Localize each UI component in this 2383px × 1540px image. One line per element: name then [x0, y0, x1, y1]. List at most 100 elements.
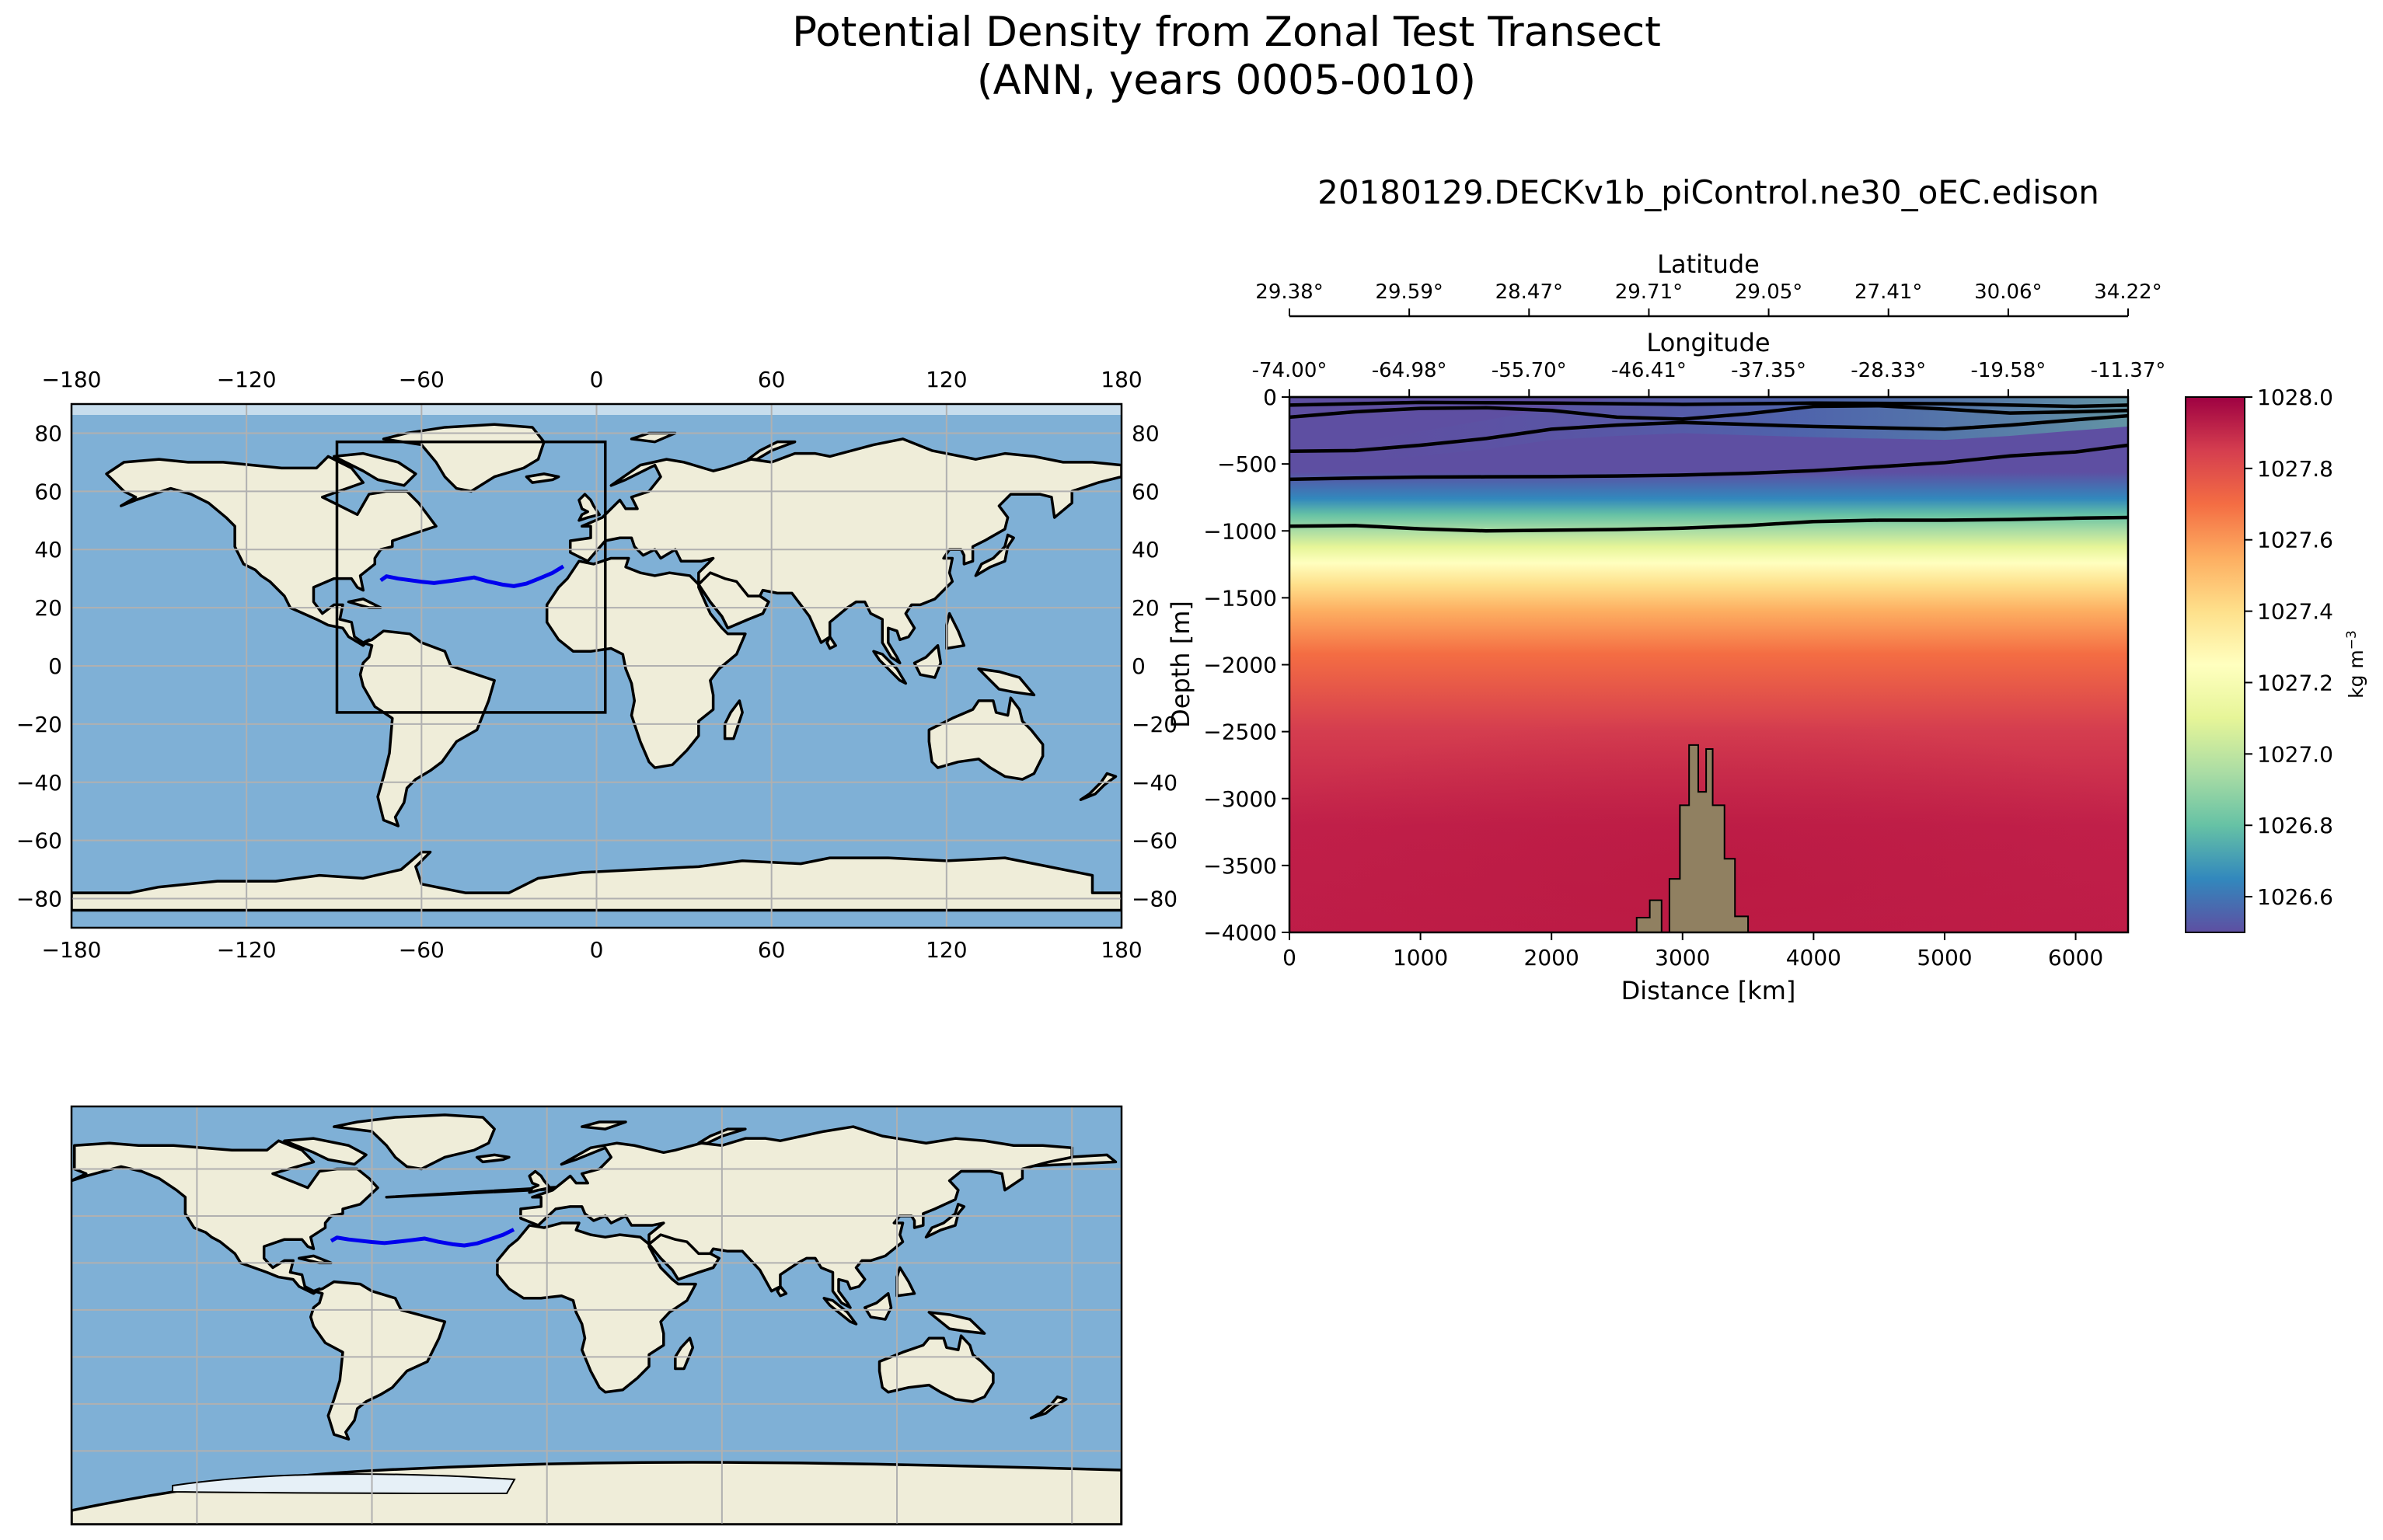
land-south-america	[358, 629, 496, 827]
map-bottom-lon-tick: −120	[217, 937, 277, 963]
longitude-tick-label: -55.70°	[1492, 359, 1567, 382]
map-left-lat-tick: 40	[34, 537, 62, 563]
map-right-lat-tick: 20	[1132, 595, 1160, 621]
upper-ocean-plume	[1289, 397, 2128, 462]
latitude-ticks: 29.38° 29.59° 28.47° 29.71° 29.05° 27.41° 30.0…	[1255, 280, 2162, 316]
global-map-tick-labels: −180 −180 −120 −120 −60 −60 0 0 60 60 120 120 180 180…	[16, 367, 1178, 963]
robinson-land-australia	[877, 1334, 995, 1403]
latitude-tick-label: 34.22°	[2094, 280, 2161, 304]
figure-title-line2: (ANN, years 0005-0010)	[977, 57, 1476, 104]
map-bottom-lon-tick: 180	[1101, 937, 1142, 963]
latitude-tick-label: 30.06°	[1974, 280, 2042, 304]
longitude-tick-label: -46.41°	[1611, 359, 1687, 382]
map-left-lat-tick: −40	[16, 770, 62, 796]
density-contour	[1289, 443, 2128, 482]
map-bottom-lon-tick: 0	[590, 937, 604, 963]
map-left-lat-tick: 20	[34, 595, 62, 621]
density-contour	[1289, 413, 2128, 454]
figure-title-line1: Potential Density from Zonal Test Transe…	[792, 9, 1661, 56]
latitude-tick-label: 29.38°	[1255, 280, 1323, 304]
colorbar-tick-label: 1027.2	[2257, 670, 2333, 695]
robinson-map-gridlines	[72, 1106, 1122, 1524]
map-top-lon-tick: 120	[926, 367, 967, 392]
land-japan	[974, 533, 1015, 577]
map-top-lon-tick: −60	[399, 367, 445, 392]
map-left-lat-tick: 80	[34, 420, 62, 446]
section-y-tick-label: −500	[1217, 451, 1277, 477]
robinson-map-content	[72, 1106, 1122, 1524]
map-right-lat-tick: 0	[1132, 653, 1146, 679]
latitude-tick-label: 29.05°	[1735, 280, 1802, 304]
land-australia	[927, 696, 1045, 781]
section-y-tick-label: −4000	[1203, 920, 1277, 946]
section-x-tick-label: 6000	[2048, 945, 2103, 970]
longitude-tick-label: -11.37°	[2091, 359, 2166, 382]
section-x-ticks: 0 1000 2000 3000 4000 5000 6000	[1282, 932, 2103, 970]
section-title: 20180129.DECKv1b_piControl.ne30_oEC.edis…	[1317, 173, 2099, 211]
land-baffin	[333, 451, 417, 487]
colorbar-tick-label: 1028.0	[2257, 385, 2333, 410]
robinson-land-sri-lanka	[776, 1284, 788, 1298]
robinson-land-iceland	[475, 1153, 511, 1164]
bathymetry-seamount	[1635, 744, 1750, 932]
land-new-guinea	[977, 667, 1036, 697]
colorbar-label: kg m−3	[2344, 630, 2367, 699]
section-y-tick-label: −3000	[1203, 786, 1277, 812]
robinson-land-japan	[924, 1203, 966, 1239]
global-map-content	[72, 404, 1122, 928]
robinson-land-svalbard	[580, 1120, 627, 1131]
longitude-tick-label: -19.58°	[1970, 359, 2046, 382]
global-map-frame	[70, 402, 1123, 929]
map-top-lon-tick: −120	[217, 367, 277, 392]
longitude-tick-label: -74.00°	[1252, 359, 1328, 382]
map-bottom-lon-tick: −60	[399, 937, 445, 963]
robinson-land-sumatra	[822, 1297, 858, 1326]
latitude-tick-label: 29.71°	[1615, 280, 1683, 304]
colorbar-label-unit: kg m	[2345, 650, 2367, 699]
map-right-lat-tick: −20	[1132, 712, 1178, 737]
land-iceland	[525, 472, 560, 484]
colorbar-tick-label: 1027.8	[2257, 456, 2333, 482]
latitude-axis-label: Latitude	[1657, 249, 1760, 279]
section-y-tick-label: −1500	[1203, 585, 1277, 611]
longitude-tick-label: -37.35°	[1731, 359, 1806, 382]
density-contour	[1289, 403, 2128, 421]
latitude-tick-label: 28.47°	[1495, 280, 1563, 304]
map-right-lat-tick: 80	[1132, 420, 1160, 446]
section-x-tick-label: 2000	[1524, 945, 1579, 970]
robinson-map-land	[72, 1113, 1122, 1524]
robinson-land-borneo	[864, 1291, 893, 1321]
robinson-land-south-america	[309, 1280, 447, 1441]
section-x-tick-label: 4000	[1786, 945, 1841, 970]
colorbar-tick-label: 1027.4	[2257, 599, 2333, 625]
robinson-land-new-guinea	[927, 1311, 986, 1335]
robinson-land-greenland	[333, 1113, 496, 1171]
section-y-tick-label: −2500	[1203, 719, 1277, 745]
inset-region-box	[335, 440, 607, 714]
colorbar-ticks: 1028.0 1027.8 1027.6 1027.4 1027.2 1027.0 1026…	[2245, 385, 2333, 910]
map-bottom-lon-tick: −180	[42, 937, 102, 963]
section-x-tick-label: 0	[1282, 945, 1296, 970]
map-right-lat-tick: 40	[1132, 537, 1160, 563]
land-africa-eurasia	[545, 437, 1122, 769]
transect-line	[379, 564, 565, 588]
land-arabia	[697, 571, 770, 630]
global-map: −180 −180 −120 −120 −60 −60 0 0 60 60 120 120 180 180…	[16, 367, 1178, 963]
map-top-lon-tick: 0	[590, 367, 604, 392]
section-ylabel: Depth [m]	[1166, 601, 1195, 728]
section-x-tick-label: 1000	[1393, 945, 1448, 970]
section-y-tick-label: 0	[1263, 385, 1277, 410]
section-x-tick-label: 5000	[1917, 945, 1972, 970]
robinson-ice-shelf	[172, 1473, 516, 1495]
robinson-land-baffin	[283, 1137, 368, 1166]
map-top-lon-tick: 180	[1101, 367, 1142, 392]
colorbar-label-exponent: −3	[2344, 630, 2360, 650]
latitude-tick-label: 27.41°	[1854, 280, 1922, 304]
land-sri-lanka	[825, 635, 837, 650]
land-new-zealand	[1079, 772, 1118, 801]
longitude-tick-label: -28.33°	[1851, 359, 1926, 382]
map-bottom-lon-tick: 60	[758, 937, 786, 963]
robinson-land-africa-eurasia	[496, 1125, 1073, 1394]
colorbar-tick-label: 1026.6	[2257, 884, 2333, 910]
